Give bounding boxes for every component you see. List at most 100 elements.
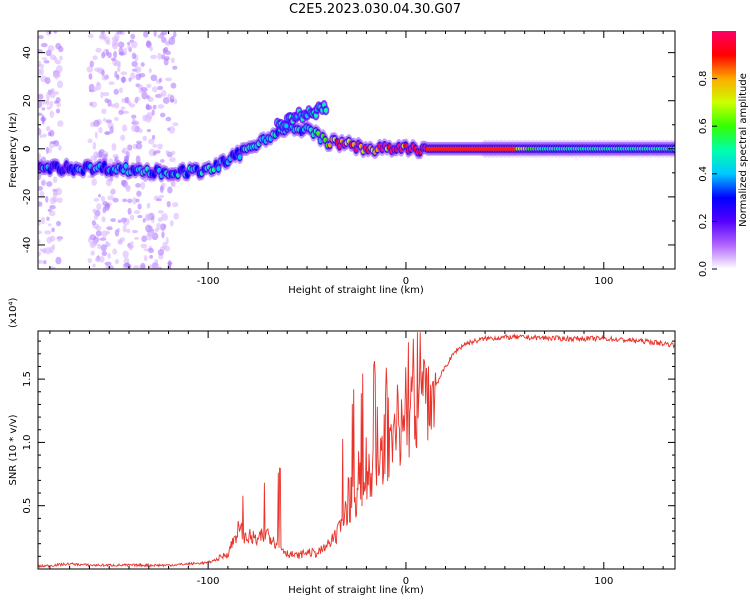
chart-title: C2E5.2023.030.04.30.G07 <box>288 2 462 17</box>
x-tick-label: -100 <box>197 276 220 287</box>
spectrogram-noise-dot <box>38 185 43 191</box>
spectrogram-noise-dot <box>49 246 54 254</box>
spectrogram-noise-dot <box>161 213 168 221</box>
spectrogram-frame <box>37 30 676 270</box>
spectrogram-noise-dot <box>100 244 107 252</box>
spectrogram-noise-dot <box>93 119 100 127</box>
spectrogram-noise-dot <box>157 249 165 256</box>
spectrogram-noise-dot <box>55 108 61 114</box>
spectrogram-noise-dot <box>46 216 50 221</box>
spectrogram-noise-dot <box>86 66 94 73</box>
spectrogram-noise-dot <box>132 197 137 205</box>
spectrogram-noise-dot <box>38 93 44 100</box>
spectrogram-noise-dot <box>169 157 176 163</box>
spectrogram-noise-dot <box>142 135 148 142</box>
spectrogram-noise-dot <box>158 77 163 83</box>
spectrogram-noise-dot <box>118 109 124 115</box>
spectrogram-noise-dot <box>172 65 178 70</box>
spectrogram-noise-dot <box>38 129 42 136</box>
spectrogram-noise-dot <box>114 259 120 265</box>
spectrogram-noise-dot <box>128 101 132 106</box>
spectrogram-noise-dot <box>140 62 145 67</box>
spectrogram-noise-dot <box>38 112 43 116</box>
spectrogram-noise-dot <box>93 198 100 202</box>
spectrogram-noise-dot <box>153 31 157 37</box>
spectrogram-noise-dot <box>160 223 166 231</box>
spectrogram-noise-dot <box>95 47 102 53</box>
spectrogram-noise-dot <box>152 143 158 148</box>
spectrogram-noise-dot <box>43 60 50 64</box>
spectrogram-noise-dot <box>93 151 100 159</box>
spectrogram-noise-dot <box>44 230 52 235</box>
spectrogram-noise-dot <box>161 35 165 41</box>
spectrogram-noise-dot <box>150 54 157 60</box>
spectrogram-noise-dot <box>52 176 58 184</box>
spectrogram-noise-dot <box>131 124 137 132</box>
spectrogram-noise-dot <box>148 264 154 269</box>
y-tick-label: 1.0 <box>22 434 33 450</box>
spectrogram-noise-dot <box>135 96 141 101</box>
spectrogram-noise-dot <box>167 186 173 194</box>
spectrogram-noise-dot <box>47 45 55 52</box>
spectrogram-noise-dot <box>101 51 106 59</box>
spectrogram-noise-dot <box>112 248 118 255</box>
colorbar-tick-label: 0.4 <box>698 166 709 182</box>
spectrogram-noise-dot <box>116 67 121 72</box>
spectrogram-noise-dot <box>98 193 102 198</box>
spectrogram-noise-dot <box>116 74 120 81</box>
spectrogram-noise-dot <box>127 144 133 151</box>
spectrogram-noise-dot <box>142 218 146 223</box>
y-tick-label: 0 <box>22 146 33 152</box>
spectrogram-noise-dot <box>110 218 116 223</box>
spectrogram-noise-dot <box>110 188 116 195</box>
spectrogram-noise-dot <box>137 203 142 210</box>
spectrogram-noise-dot <box>45 31 52 36</box>
colorbar-gradient <box>712 31 736 269</box>
spectrogram-noise-dot <box>98 34 104 40</box>
spectrogram-noise-dot <box>101 108 107 115</box>
spectrogram-noise-dot <box>46 236 53 244</box>
spectrogram-noise-dot <box>129 214 135 221</box>
spectrogram-noise-dot <box>156 222 162 230</box>
spectrogram-noise-dot <box>157 104 165 109</box>
spectrogram-noise-dot <box>157 85 164 91</box>
spectrogram-noise-dot <box>38 239 41 245</box>
spectrogram-noise-dot <box>88 73 93 80</box>
spectrogram-noise-dot <box>118 47 124 56</box>
spectrogram-noise-dot <box>160 159 165 163</box>
spectrogram-noise-dot <box>53 31 58 34</box>
spectrogram-noise-dot <box>112 197 119 203</box>
snr-panel: -100 0 100 0.5 1.0 1.5 Height of straight li… <box>8 297 676 596</box>
spectrogram-noise-dot <box>127 41 131 46</box>
spectrogram-noise-dot <box>161 231 165 239</box>
snr-ylabel: SNR (10 * v/v) <box>8 414 19 485</box>
spectrogram-noise-dot <box>38 152 41 159</box>
spectrogram-noise-dot <box>146 129 152 133</box>
spectrogram-noise-dot <box>149 254 154 259</box>
spectrogram-noise-dot <box>173 31 177 38</box>
spectrogram-noise-dot <box>45 125 51 132</box>
spectrogram-noise-dot <box>138 128 143 134</box>
spectrogram-noise-dot <box>104 261 112 266</box>
colorbar-ticks: 0.0 0.2 0.4 0.6 0.8 <box>698 71 717 277</box>
spectrogram-noise-dot <box>45 195 49 203</box>
spectrogram-noise-dot <box>48 210 56 217</box>
spectrogram-noise-dot <box>46 91 51 100</box>
spectrogram-noise-dot <box>38 259 44 264</box>
snr-y-ticks: 0.5 1.0 1.5 <box>22 340 675 557</box>
spectrogram-ylabel: Frequency (Hz) <box>8 112 19 188</box>
spectrogram-noise-dot <box>52 191 58 198</box>
spectrogram-noise-dot <box>49 204 56 210</box>
spectrogram-noise-dot <box>157 52 162 60</box>
spectrogram-noise-dot <box>110 57 116 61</box>
spectrogram-noise-dot <box>56 220 61 227</box>
x-tick-label: 0 <box>403 276 409 287</box>
spectrogram-noise-dot <box>131 60 138 67</box>
spectrogram-noise-dot <box>106 178 112 187</box>
snr-frame <box>37 330 676 570</box>
spectrogram-noise-dot <box>117 62 121 69</box>
spectrogram-noise-dot <box>105 48 109 56</box>
spectrogram-noise-dot <box>91 178 98 186</box>
snr-multiplier: (x10⁴) <box>8 297 19 328</box>
spectrogram-noise-dot <box>55 256 62 265</box>
